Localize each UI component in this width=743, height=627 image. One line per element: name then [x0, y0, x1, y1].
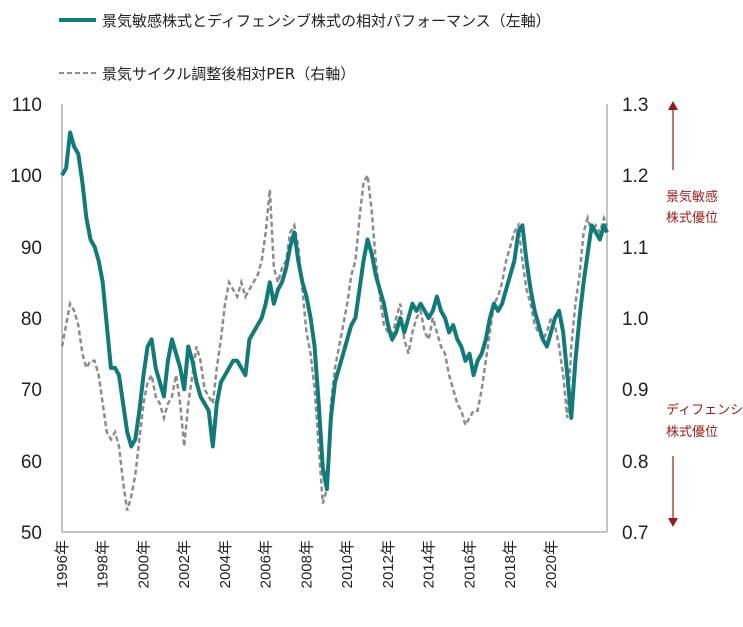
- x-tick-label: 2008年: [298, 540, 315, 588]
- left-y-axis: 110 100 90 80 70 60 50: [10, 95, 42, 544]
- x-tick-label: 2004年: [217, 540, 234, 588]
- x-tick-label: 2014年: [421, 540, 438, 588]
- left-y-tick: 80: [21, 309, 42, 330]
- annotation-defensive-line2: 株式優位: [666, 425, 718, 440]
- right-y-tick: 0.8: [622, 452, 648, 473]
- annotation-cyclical-line2: 株式優位: [666, 211, 718, 226]
- right-y-tick: 1.3: [622, 95, 648, 116]
- x-axis: 1996年 1998年 2000年 2002年 2004年 2006年 2008年 2010年…: [54, 540, 560, 588]
- x-tick-label: 1996年: [54, 540, 71, 588]
- series-line-performance: [60, 130, 609, 492]
- right-y-tick: 1.1: [622, 238, 648, 259]
- right-y-tick: 0.9: [622, 380, 648, 401]
- x-tick-label: 2016年: [461, 540, 478, 588]
- right-y-tick: 1.2: [622, 166, 648, 187]
- left-y-tick: 70: [21, 380, 42, 401]
- right-y-tick: 1.0: [622, 309, 648, 330]
- series-group: [60, 130, 609, 511]
- x-tick-label: 2000年: [135, 540, 152, 588]
- up-arrow-icon: [668, 101, 678, 110]
- legend-label-performance: 景気敏感株式とディフェンシブ株式の相対パフォーマンス（左軸）: [102, 12, 551, 30]
- left-y-tick: 60: [21, 452, 42, 473]
- right-y-tick: 0.7: [622, 523, 648, 544]
- plot-area: [61, 104, 608, 533]
- x-tick-label: 1998年: [95, 540, 112, 588]
- x-tick-label: 2018年: [502, 540, 519, 588]
- left-y-tick: 100: [10, 166, 42, 187]
- x-tick-label: 2002年: [176, 540, 193, 588]
- x-tick-label: 2020年: [543, 540, 560, 588]
- down-arrow-icon: [668, 518, 678, 527]
- legend: 景気敏感株式とディフェンシブ株式の相対パフォーマンス（左軸） 景気サイクル調整後…: [59, 12, 551, 83]
- annotation-cyclical-line1: 景気敏感: [666, 189, 718, 205]
- annotation-defensive-line1: ディフェンシ: [666, 402, 743, 418]
- x-tick-label: 2010年: [339, 540, 356, 588]
- left-y-tick: 50: [21, 523, 42, 544]
- x-tick-label: 2012年: [380, 540, 397, 588]
- left-y-tick: 90: [21, 238, 42, 259]
- legend-label-per: 景気サイクル調整後相対PER（右軸）: [102, 65, 355, 83]
- series-line-per: [60, 171, 609, 511]
- x-tick-label: 2006年: [258, 540, 275, 588]
- right-y-axis: 1.3 1.2 1.1 1.0 0.9 0.8 0.7: [622, 95, 648, 544]
- annotations: 景気敏感 株式優位 ディフェンシ 株式優位: [666, 101, 743, 527]
- left-y-tick: 110: [12, 95, 42, 116]
